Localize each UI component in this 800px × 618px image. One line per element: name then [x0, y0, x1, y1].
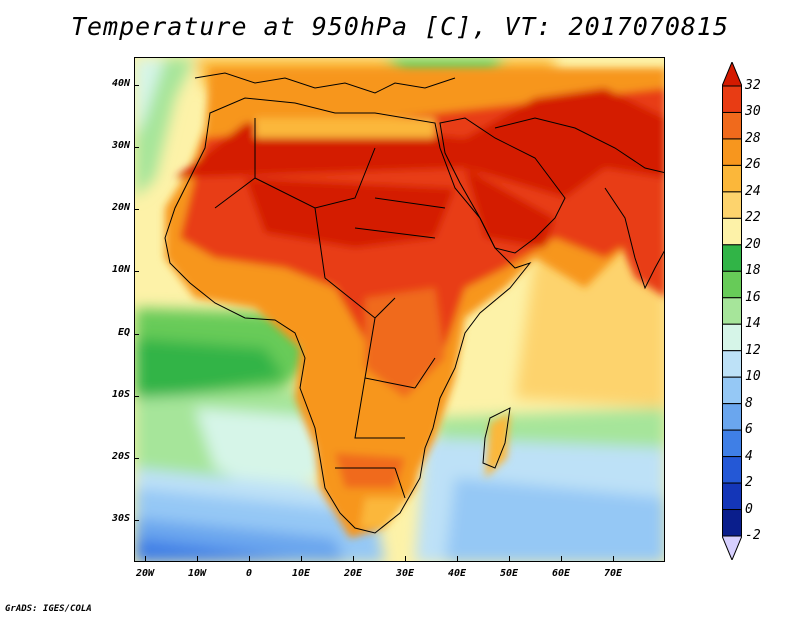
grads-credit: GrADS: IGES/COLA — [5, 604, 92, 614]
colorbar-label: 18 — [745, 263, 761, 279]
colorbar-label: 22 — [745, 210, 761, 226]
colorbar-swatch — [722, 217, 742, 246]
colorbar-swatch — [722, 270, 742, 299]
lon-label-20e: 20E — [343, 568, 363, 579]
lon-label-30e: 30E — [395, 568, 415, 579]
lon-label-10e: 10E — [291, 568, 311, 579]
colorbar-swatch — [722, 403, 742, 431]
colorbar-top-arrow — [722, 62, 742, 87]
lon-label-60e: 60E — [551, 568, 571, 579]
lon-tick — [145, 556, 146, 561]
colorbar-label: 24 — [745, 183, 761, 199]
colorbar-swatch — [722, 323, 742, 352]
lon-tick — [301, 556, 302, 561]
lon-tick — [197, 556, 198, 561]
colorbar-label: 12 — [745, 342, 761, 358]
colorbar-label: 4 — [745, 448, 753, 464]
lat-tick — [134, 520, 139, 521]
lat-tick — [134, 85, 139, 86]
colorbar-swatch — [722, 191, 742, 219]
colorbar-swatch — [722, 244, 742, 272]
colorbar-label: 14 — [745, 316, 761, 332]
lat-label-10n: 10N — [111, 264, 130, 275]
colorbar-label: 32 — [745, 78, 761, 93]
lon-tick — [613, 556, 614, 561]
lat-label-10s: 10S — [111, 389, 130, 400]
lat-label-20n: 20N — [111, 202, 130, 213]
lon-tick — [561, 556, 562, 561]
lon-tick — [249, 556, 250, 561]
lon-tick — [353, 556, 354, 561]
lat-label-30s: 30S — [111, 513, 130, 524]
colorbar-swatch — [722, 509, 742, 537]
colorbar-label: 28 — [745, 130, 761, 146]
colorbar-swatch — [722, 482, 742, 511]
temperature-field — [135, 58, 664, 561]
colorbar-swatch — [722, 456, 742, 484]
lon-label-70e: 70E — [603, 568, 623, 579]
lon-label-10w: 10W — [187, 568, 207, 579]
colorbar-label: 0 — [745, 501, 753, 517]
colorbar-swatch — [722, 297, 742, 325]
coastlines-borders — [164, 72, 664, 534]
colorbar-label: 10 — [745, 369, 761, 385]
lat-tick — [134, 209, 139, 210]
lat-tick — [134, 334, 139, 335]
lat-label-20s: 20S — [111, 451, 130, 462]
lat-label-eq: EQ — [117, 327, 130, 338]
colorbar-swatch — [722, 350, 742, 378]
lon-label-0: 0 — [245, 568, 253, 579]
colorbar-swatch — [722, 164, 742, 193]
lon-label-20w: 20W — [135, 568, 155, 579]
colorbar-bottom-arrow — [722, 535, 742, 560]
colorbar-label: 20 — [745, 236, 761, 252]
lon-tick — [509, 556, 510, 561]
lat-tick — [134, 271, 139, 272]
lat-tick — [134, 147, 139, 148]
colorbar-label: 30 — [745, 104, 761, 120]
colorbar-label: -2 — [745, 528, 761, 543]
colorbar-label: 26 — [745, 157, 761, 173]
lon-tick — [457, 556, 458, 561]
lat-tick — [134, 396, 139, 397]
colorbar-swatch — [722, 376, 742, 405]
colorbar-label: 8 — [745, 395, 753, 411]
colorbar-swatch — [722, 138, 742, 166]
temperature-map — [134, 57, 665, 562]
lat-tick — [134, 458, 139, 459]
lon-label-50e: 50E — [499, 568, 519, 579]
lat-label-40n: 40N — [111, 78, 130, 89]
colorbar-swatch — [722, 111, 742, 140]
colorbar — [722, 62, 742, 560]
colorbar-label: 16 — [745, 289, 761, 305]
colorbar-swatch — [722, 85, 742, 113]
colorbar-swatch — [722, 429, 742, 458]
lon-label-40e: 40E — [447, 568, 467, 579]
colorbar-label: 2 — [745, 475, 753, 491]
land-temperature-zones — [165, 68, 664, 538]
colorbar-label: 6 — [745, 422, 753, 438]
lon-tick — [405, 556, 406, 561]
map-title: Temperature at 950hPa [C], VT: 201707081… — [70, 12, 730, 41]
lat-label-30n: 30N — [111, 140, 130, 151]
